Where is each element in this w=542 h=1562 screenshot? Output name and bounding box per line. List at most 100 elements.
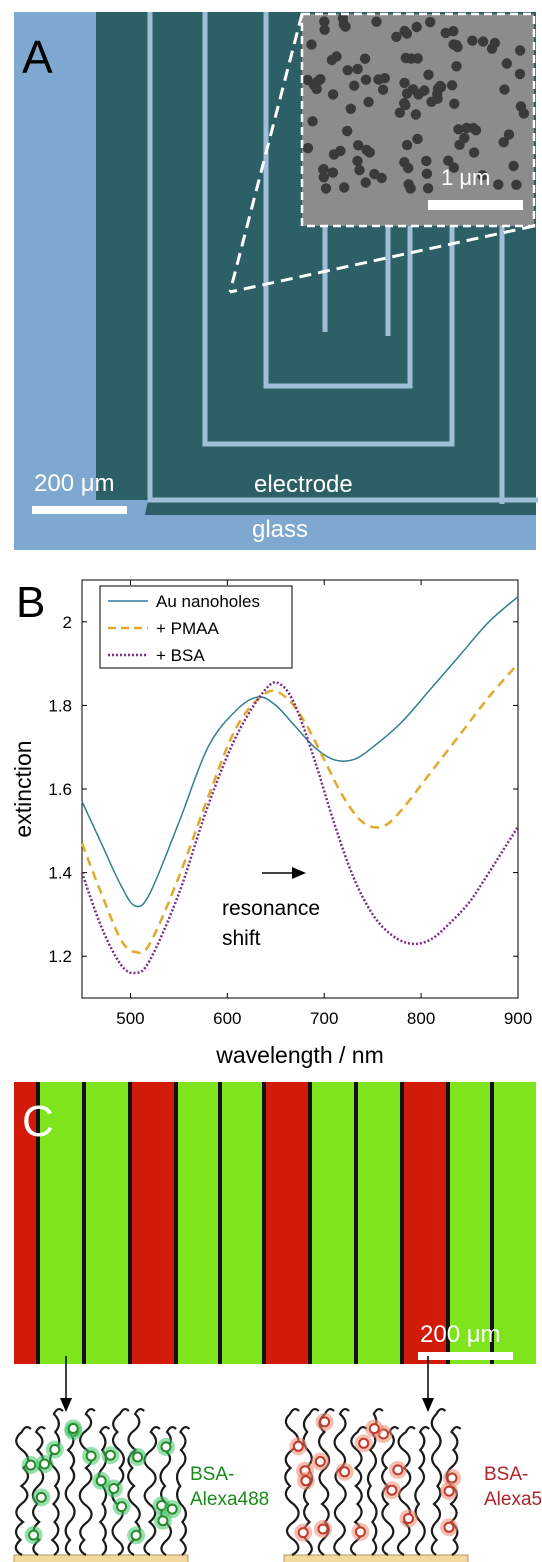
nanohole (515, 101, 527, 112)
protein (85, 1450, 97, 1462)
electrode-gap (36, 1082, 40, 1364)
annotation-shift: shift (222, 927, 261, 950)
fluorescence-stripe (176, 1082, 220, 1364)
polymer-chain (396, 1425, 416, 1556)
fluorescence-stripe (492, 1082, 536, 1364)
nanohole (413, 89, 424, 100)
fluorescence-stripe (84, 1082, 130, 1364)
zoom-line (229, 224, 535, 294)
electrode-label: electrode (254, 471, 353, 498)
scale-bar-c (418, 1352, 513, 1360)
nanohole (467, 35, 478, 46)
nanohole (337, 13, 349, 24)
y-tick-label: 2 (63, 613, 72, 632)
nanohole (363, 96, 374, 108)
protein (116, 1501, 128, 1513)
nanohole (406, 53, 417, 64)
nanohole (477, 36, 489, 47)
series-line-1 (80, 662, 519, 955)
label-red-2: Alexa555 (484, 1489, 542, 1510)
nanohole (453, 124, 464, 135)
electrode-gap (308, 1082, 312, 1364)
nanohole (498, 137, 509, 148)
nanohole (302, 142, 314, 154)
nanohole (403, 162, 414, 174)
nanohole (318, 164, 329, 175)
polymer-chain (284, 1407, 300, 1556)
y-tick-label: 1.2 (48, 947, 72, 966)
panel-c-fluorescence: C 200 μm BSA- Alexa488 BSA- Alexa555 (13, 1082, 542, 1562)
nanohole (486, 43, 498, 54)
protein (358, 1437, 370, 1449)
protein (49, 1444, 61, 1455)
nanohole (373, 74, 384, 85)
panel-a-letter: A (22, 31, 53, 83)
protein (392, 1464, 404, 1476)
nanohole (342, 65, 353, 76)
nanohole (411, 21, 422, 33)
zoom-line (228, 13, 304, 293)
protein (28, 1529, 40, 1541)
x-tick-label: 600 (213, 1009, 241, 1028)
nanohole (352, 63, 363, 75)
glass-label: glass (252, 516, 308, 543)
nanohole (349, 80, 360, 91)
protein (354, 1526, 366, 1538)
nanohole (360, 74, 372, 86)
nanohole (345, 103, 356, 115)
y-tick-label: 1.4 (48, 864, 72, 883)
nanohole (514, 45, 526, 56)
protein (443, 1521, 455, 1533)
nanohole (399, 25, 410, 37)
nanohole (412, 133, 423, 145)
nanohole (320, 183, 332, 194)
protein (39, 1458, 50, 1470)
panel-a-micrograph: A 1 μm 200 μm electrode glass (14, 12, 538, 550)
scale-bar-a (32, 506, 127, 514)
electrode-gap (218, 1082, 222, 1364)
electrode-gap (262, 1082, 266, 1364)
nanohole (499, 84, 510, 95)
series-line-2 (80, 681, 520, 975)
fluorescence-stripe (402, 1082, 448, 1364)
nanohole (319, 16, 330, 27)
scale-label-c: 200 μm (420, 1321, 501, 1348)
nanohole (399, 77, 410, 89)
substrate (283, 1554, 469, 1562)
polymer-chain (430, 1407, 447, 1556)
nanohole (501, 58, 512, 69)
nanohole (425, 16, 436, 28)
x-tick-label: 800 (407, 1009, 435, 1028)
nanohole (443, 155, 454, 166)
electrode-gap (354, 1082, 358, 1364)
annotation-resonance: resonance (222, 897, 320, 920)
nanohole (307, 116, 318, 127)
nanohole (423, 69, 434, 81)
polymer-chain (333, 1407, 350, 1556)
fluorescence-stripe (220, 1082, 264, 1364)
x-tick-label: 500 (116, 1009, 144, 1028)
polymer-chain (78, 1407, 96, 1556)
nanohole (449, 98, 460, 110)
label-red-1: BSA- (484, 1464, 528, 1485)
protein (160, 1441, 172, 1453)
nanohole (405, 183, 416, 194)
protein (339, 1466, 351, 1478)
legend-label-pmaa: + PMAA (156, 619, 219, 638)
extinction-chart: B 500 600 700 800 900 1.2 1.4 1.6 1.8 2 Au nanoho… (10, 578, 532, 1068)
nanohole (359, 53, 371, 64)
nanohole (448, 162, 460, 173)
nanohole (461, 122, 472, 134)
nanohole (451, 61, 462, 72)
protein (35, 1491, 47, 1503)
nanohole (493, 179, 504, 190)
nanohole (391, 31, 402, 42)
protein (443, 1485, 455, 1497)
polymer-chain (48, 1407, 64, 1556)
protein (368, 1423, 380, 1435)
shift-arrow-head (292, 867, 306, 879)
nanohole (514, 68, 526, 80)
electrode-gap (400, 1082, 404, 1364)
legend: Au nanoholes + PMAA + BSA (99, 585, 293, 669)
label-green-2: Alexa488 (190, 1489, 269, 1510)
